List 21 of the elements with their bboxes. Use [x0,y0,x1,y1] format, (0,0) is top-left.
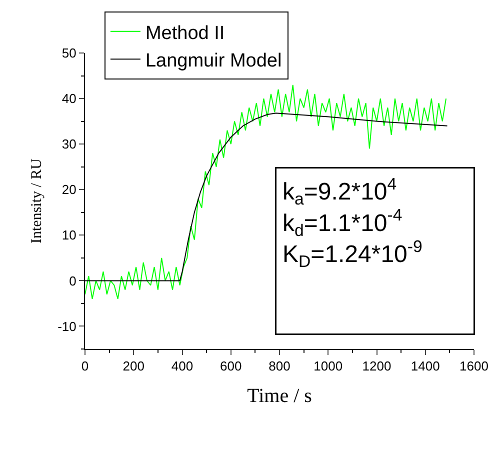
x-tick-label: 400 [171,358,194,374]
line-series [85,84,447,300]
x-tick-label: 1400 [410,358,440,374]
y-tick-label: 10 [62,228,76,243]
y-tick-label: 40 [62,91,76,106]
x-tick-label: 1600 [460,358,488,374]
y-tick-label: 30 [62,136,76,152]
y-tick-label: -10 [58,318,76,334]
y-axis-title: Intensity / RU [28,158,45,244]
legend-label: Method II [145,22,225,44]
x-tick-label: 600 [220,358,242,374]
x-tick-label: 1200 [362,358,392,374]
y-tick-label: 50 [62,46,76,61]
x-tick-label: 200 [122,358,144,374]
y-tick-label: 20 [62,182,76,198]
y-tick-label: 0 [69,273,76,288]
x-tick-label: 0 [81,358,89,374]
x-tick-label: 1000 [314,358,343,374]
x-axis-title: Time / s [247,385,312,408]
legend-label: Langmuir Model [145,50,282,72]
x-tick-label: 800 [268,358,290,374]
